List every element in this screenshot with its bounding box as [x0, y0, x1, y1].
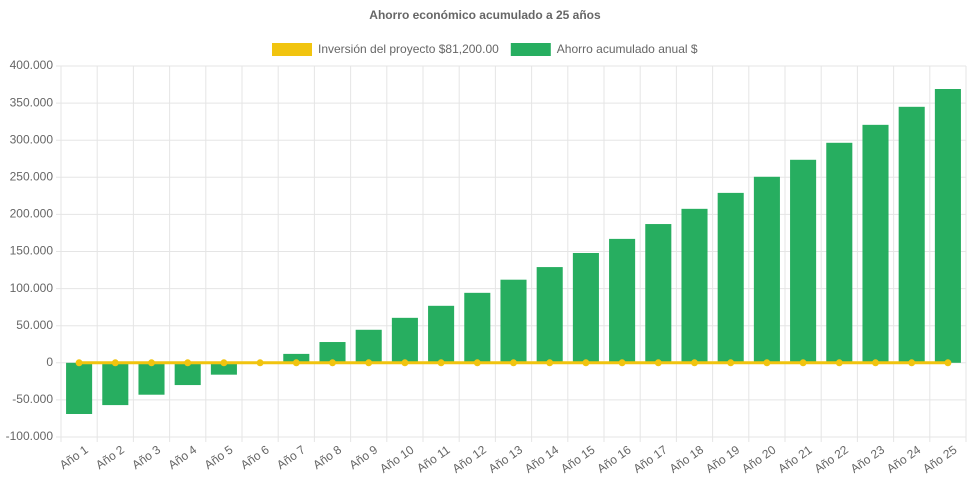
x-tick-label: Año 22 [812, 442, 851, 475]
bar [66, 362, 93, 414]
y-tick-label: 150.000 [10, 244, 54, 258]
line-point [510, 359, 517, 367]
line-point [727, 359, 735, 367]
y-tick-label: 50.000 [16, 318, 53, 332]
x-tick-label: Año 21 [775, 442, 814, 475]
line-point [220, 359, 228, 367]
x-tick-label: Año 23 [848, 442, 887, 475]
line-point [944, 359, 952, 367]
x-tick-label: Año 15 [558, 442, 597, 475]
bar [102, 362, 129, 406]
line-point [872, 359, 879, 367]
bar [391, 317, 418, 363]
line-point [691, 359, 698, 367]
y-tick-label: 0 [46, 355, 53, 369]
x-tick-label: Año 24 [884, 442, 923, 475]
x-tick-label: Año 5 [202, 442, 236, 472]
bar [681, 208, 708, 363]
line-point [437, 359, 445, 367]
bar [428, 305, 455, 363]
x-tick-label: Año 9 [347, 442, 381, 472]
bar [319, 342, 346, 363]
bar [826, 142, 853, 363]
y-tick-label: -50.000 [12, 392, 53, 406]
y-tick-label: 100.000 [10, 281, 54, 295]
x-tick-label: Año 14 [522, 442, 561, 475]
line-point [799, 359, 807, 367]
line-point [473, 359, 481, 367]
x-tick-label: Año 25 [920, 442, 959, 475]
bar [283, 353, 310, 363]
bar [790, 159, 817, 363]
y-tick-label: 250.000 [10, 169, 54, 183]
line-point [401, 359, 409, 367]
bar [609, 238, 636, 363]
bar [645, 224, 672, 363]
legend-swatch [510, 43, 551, 56]
bar [500, 279, 527, 363]
x-tick-label: Año 2 [93, 442, 127, 472]
legend-swatch [272, 43, 312, 56]
x-tick-label: Año 8 [310, 442, 344, 472]
line-point [618, 359, 626, 367]
x-tick-label: Año 7 [274, 442, 308, 472]
bar [174, 362, 201, 386]
x-tick-label: Año 18 [667, 442, 706, 475]
line-point [184, 359, 192, 367]
bar [862, 124, 889, 363]
line-point [654, 359, 662, 367]
bar [572, 252, 599, 363]
line-point [256, 359, 264, 367]
x-tick-label: Año 4 [166, 442, 200, 472]
bar [355, 329, 382, 363]
bar [934, 89, 961, 363]
line-point [908, 359, 916, 367]
bar [210, 362, 237, 375]
chart-title: Ahorro económico acumulado a 25 años [369, 8, 601, 22]
y-tick-label: 300.000 [10, 132, 54, 146]
line-point [75, 359, 83, 367]
bar [138, 362, 165, 395]
legend-label: Ahorro acumulado anual $ [557, 42, 698, 56]
x-tick-label: Año 10 [377, 442, 416, 475]
x-tick-label: Año 16 [594, 442, 633, 475]
line-point [329, 359, 336, 367]
y-tick-label: 400.000 [10, 58, 54, 72]
bar [464, 292, 491, 363]
legend-label: Inversión del proyecto $81,200.00 [318, 42, 499, 56]
line-point [365, 359, 373, 367]
y-tick-label: 350.000 [10, 95, 54, 109]
bar [753, 176, 780, 363]
line-point [835, 359, 843, 367]
x-tick-label: Año 20 [739, 442, 778, 475]
y-tick-label: 200.000 [10, 207, 54, 221]
line-point [292, 359, 300, 367]
x-tick-label: Año 17 [631, 442, 670, 475]
line-point [763, 359, 771, 367]
line-point [111, 359, 119, 367]
line-point [582, 359, 590, 367]
x-tick-label: Año 1 [57, 442, 91, 472]
y-tick-label: -100.000 [6, 429, 54, 443]
x-tick-label: Año 19 [703, 442, 742, 475]
x-tick-label: Año 13 [486, 442, 525, 475]
x-tick-label: Año 11 [414, 442, 453, 475]
line-point [546, 359, 554, 367]
line-point [148, 359, 155, 367]
bar [898, 106, 925, 363]
x-tick-label: Año 6 [238, 442, 272, 472]
bar [717, 192, 744, 363]
x-tick-label: Año 3 [129, 442, 163, 472]
bar [536, 267, 563, 363]
x-tick-label: Año 12 [450, 442, 489, 475]
